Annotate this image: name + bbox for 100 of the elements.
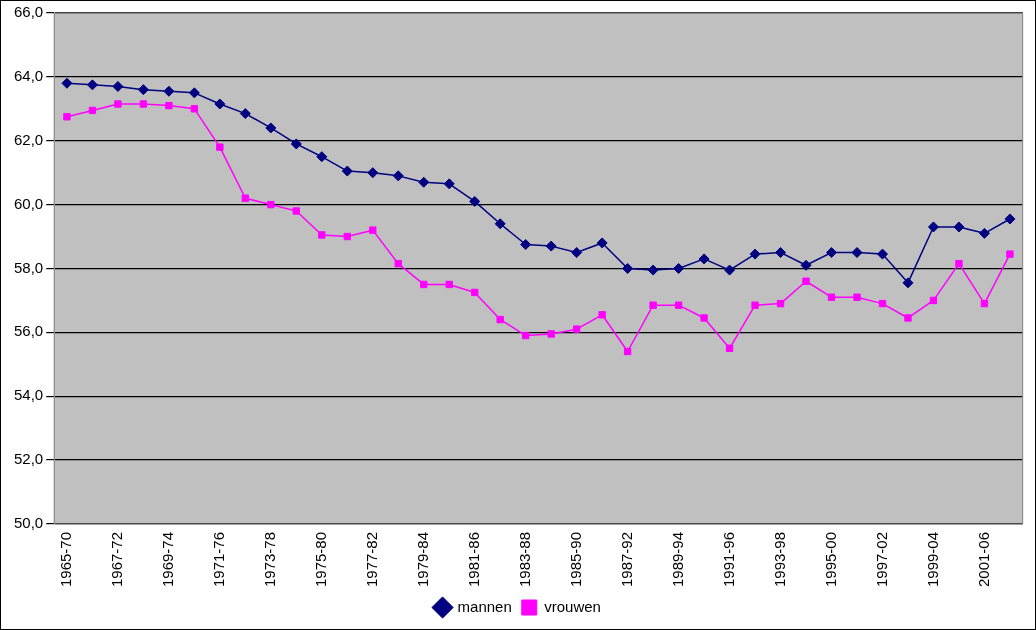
point [596,237,608,249]
point [239,108,251,120]
point [598,311,606,319]
y-tick-label: 52,0 [13,450,44,468]
point [367,167,379,179]
point [927,221,939,233]
x-tick-label: 1981-86 [464,531,482,588]
point [775,247,787,259]
point [751,301,759,309]
point [496,315,504,324]
point [876,248,888,260]
point [904,314,912,322]
x-tick-label: 1977-82 [362,531,380,588]
x-tick-label: 1973-78 [260,531,278,588]
point [494,218,506,230]
point [853,293,861,301]
point [622,262,634,274]
point [673,262,685,274]
point [418,176,430,188]
point [61,77,73,89]
point [725,344,734,352]
point [445,280,453,289]
x-tick-label: 1999-04 [923,531,941,588]
point [851,247,863,259]
point [267,200,275,209]
point [163,85,175,97]
point [394,260,402,268]
point [469,195,481,207]
point [572,325,581,333]
point [137,84,149,96]
point [929,296,938,305]
y-tick-label: 50,0 [13,514,44,532]
legend-label: vrouwen [544,597,601,615]
point [392,170,404,182]
point [698,253,710,265]
x-tick-label: 1969-74 [159,531,177,588]
point [86,79,98,91]
point [241,194,250,202]
x-tick-label: 1985-90 [566,531,584,588]
point [800,259,812,271]
y-tick-label: 58,0 [13,258,44,276]
x-tick-label: 1967-72 [108,531,126,588]
point [980,299,989,308]
point [139,100,148,108]
y-tick-label: 60,0 [13,194,44,212]
y-tick-label: 56,0 [13,322,44,340]
point [265,122,277,134]
x-tick-label: 2001-06 [974,531,992,588]
point [623,347,632,356]
point [724,264,736,276]
point [953,221,965,233]
y-tick-label: 62,0 [13,130,44,148]
point [88,106,97,115]
point [188,87,200,99]
point [318,231,326,239]
point [316,151,328,163]
point [112,80,124,92]
point [420,280,428,289]
point [802,277,810,285]
x-tick-label: 1993-98 [770,531,788,588]
point [647,264,659,276]
y-tick-label: 66,0 [13,3,44,21]
point [649,301,657,309]
point [1004,213,1016,225]
point [674,301,683,309]
x-tick-label: 1971-76 [209,531,227,588]
point [878,299,887,308]
point [216,143,224,151]
x-tick-label: 1979-84 [413,531,431,588]
point [571,247,583,259]
legend-label: mannen [457,597,512,615]
point [63,113,71,121]
y-tick-label: 54,0 [13,386,44,404]
point [749,248,761,260]
point [827,293,836,301]
x-tick-label: 1989-94 [668,531,686,588]
point [547,330,555,338]
point [165,101,173,110]
point [471,288,479,297]
x-tick-label: 1995-00 [821,531,839,588]
point [214,98,226,110]
point [978,227,990,239]
point [114,100,122,108]
x-tick-label: 1987-92 [617,531,635,588]
point [1006,250,1014,258]
point [545,240,557,252]
point [343,232,351,241]
point [520,239,532,251]
point [341,165,353,177]
x-tick-label: 1975-80 [311,531,329,588]
point [443,178,455,190]
point [522,331,530,340]
point [190,105,199,113]
point [700,314,708,322]
x-tick-label: 1991-96 [719,531,737,588]
point [292,207,300,215]
x-tick-label: 1983-88 [515,531,533,588]
y-tick-label: 64,0 [13,67,44,85]
point [369,226,377,234]
point [955,260,963,268]
